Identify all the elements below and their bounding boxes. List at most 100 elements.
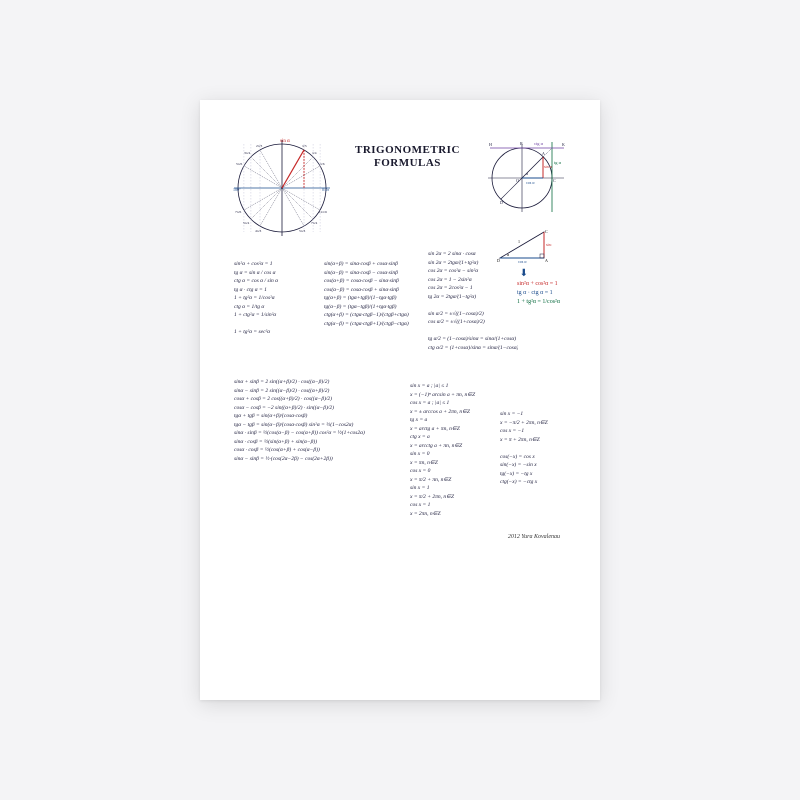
svg-text:5π/4: 5π/4 [243,221,249,225]
formula-line: sinα + sinβ = 2 sin((α+β)/2) · cos((α−β)… [234,378,434,387]
formula-line: cosα − cosβ = −2 sin((α+β)/2) · sin((α−β… [234,404,434,413]
svg-text:K: K [562,142,565,147]
formula-line: x = π + 2πn, n∈Z [500,436,580,445]
svg-text:7π/6: 7π/6 [235,210,241,214]
svg-text:2π/3: 2π/3 [256,144,262,148]
svg-text:3π/4: 3π/4 [244,151,250,155]
formula-line: cos α/2 = ±√((1+cosα)/2) [428,318,518,327]
formula-line: cos x = −1 [500,427,580,436]
formula-line: tgα − tgβ = sin(α−β)/(cosα·cosβ) sin²α =… [234,421,434,430]
svg-text:H: H [489,142,492,147]
identity-2: tg α · ctg α = 1 [517,289,560,298]
formula-line: 1 + tg²α = sec²α [234,328,319,337]
formula-line: cos(α+β) = cosα·cosβ − sinα·sinβ [324,277,424,286]
poster-title: TRIGONOMETRIC FORMULAS [355,144,460,170]
formula-col-1: sin²α + cos²α = 1tg α = sin α / cos αctg… [234,260,319,337]
formula-line: x = π/2 + πn, n∈Z [410,476,510,485]
formula-line: ctg α = 1/tg α [234,303,319,312]
formula-line: tg α/2 = (1−cosα)/sinα = sinα/(1+cosα) [428,335,518,344]
title-line-1: TRIGONOMETRIC [355,144,460,157]
formula-line: cos(−x) = cos x [500,453,580,462]
svg-text:5π/3: 5π/3 [299,229,305,233]
formula-line: cos x = a ; |a| ≤ 1 [410,399,510,408]
formula-line: cos 2α = 1 − 2sin²α [428,276,518,285]
svg-text:ctg α: ctg α [534,141,544,146]
formula-line: 1 + ctg²α = 1/sin²α [234,311,319,320]
formula-line: ctg(α+β) = (ctgα·ctgβ−1)/(ctgβ+ctgα) [324,311,424,320]
formula-line: ctg α/2 = (1+cosα)/sinα = sinα/(1−cosα) [428,344,518,353]
formula-col-3: sin 2α = 2 sinα · cosαsin 2α = 2tgα/(1+t… [428,250,518,352]
svg-text:4π/3: 4π/3 [255,229,261,233]
svg-text:sin α: sin α [544,164,552,169]
formula-line: tg x = a [410,416,510,425]
svg-text:sin α: sin α [546,242,552,247]
formula-line: cosα + cosβ = 2 cos((α+β)/2) · cos((α−β)… [234,395,434,404]
svg-text:C: C [553,178,556,183]
svg-text:A: A [542,151,545,156]
formula-line: tg(−x) = −tg x [500,470,580,479]
title-line-2: FORMULAS [355,157,460,170]
formula-line [428,327,518,336]
svg-text:C: C [545,229,548,234]
formula-line [500,444,580,453]
formula-line: tg 2α = 2tgα/(1−tg²α) [428,293,518,302]
formula-line: sinα · cosβ = ½(sin(α+β) + sin(α−β)) [234,438,434,447]
unit-circle-diagram: sin α 0/2π π 180° π/6 π/4 π/3 2π/3 3π/4 5π/6… [232,138,332,243]
svg-text:tg α: tg α [554,160,562,165]
formula-line: sin(α−β) = sinα·cosβ − cosα·sinβ [324,269,424,278]
formula-block-parity: sin x = −1x = −π/2 + 2πn, n∈Zcos x = −1x… [500,410,580,487]
author-credit: 2012 Yura Kovalenau [508,534,560,540]
formula-line [234,320,319,329]
formula-line: cos 2α = 2cos²α − 1 [428,284,518,293]
formula-line: sinα − sinβ = 2 sin((α−β)/2) · cos((α+β)… [234,387,434,396]
arrow-down-icon: ⬇ [520,268,528,279]
formula-line [428,301,518,310]
formula-line: sin x = −1 [500,410,580,419]
formula-line: ctg x = a [410,433,510,442]
formula-line: x = πn, n∈Z [410,459,510,468]
formula-line: cos x = 1 [410,501,510,510]
formula-line: ctg(α−β) = (ctgα·ctgβ+1)/(ctgβ−ctgα) [324,320,424,329]
svg-text:7π/4: 7π/4 [311,221,317,225]
formula-line: ctg α = cos α / sin α [234,277,319,286]
svg-text:α: α [526,171,528,176]
svg-text:π 180°: π 180° [232,187,241,192]
poster-card: TRIGONOMETRIC FORMULAS [200,100,600,700]
formula-line: x = 2πn, n∈Z [410,510,510,519]
formula-line: sin x = 0 [410,450,510,459]
trig-definition-circle: H B K ctg α tg α sin α cos α O A C D α [486,138,568,221]
formula-line: sin 2α = 2tgα/(1+tg²α) [428,259,518,268]
formula-line: sinα · sinβ = ½(cos(α−β) − cos(α+β)) cos… [234,429,434,438]
formula-block-equations: sin x = a ; |a| ≤ 1x = (−1)ⁿ arcsin a + … [410,382,510,518]
svg-text:5π/6: 5π/6 [236,162,242,166]
formula-line: cos(α−β) = cosα·cosβ + sinα·sinβ [324,286,424,295]
sin-label: sin α [280,139,290,144]
svg-text:π/3: π/3 [302,144,307,148]
formula-line: x = arcctg a + πn, n∈Z [410,442,510,451]
svg-text:D: D [500,200,503,205]
svg-text:cos α: cos α [518,259,526,264]
svg-text:π/6: π/6 [320,162,325,166]
formula-line: x = ± arccos a + 2πn, n∈Z [410,408,510,417]
svg-text:π/4: π/4 [312,151,317,155]
svg-text:1: 1 [518,239,520,244]
formula-line: sin²α + cos²α = 1 [234,260,319,269]
svg-text:11π/6: 11π/6 [319,210,327,214]
formula-line: tg(α+β) = (tgα+tgβ)/(1−tgα·tgβ) [324,294,424,303]
formula-line: sinα − sinβ = ½·(cos(2α−2β) − cos(2α+2β)… [234,455,434,464]
formula-line: tgα + tgβ = sin(α+β)/(cosα·cosβ) [234,412,434,421]
formula-line: cos 2α = cos²α − sin²α [428,267,518,276]
formula-block-sums: sinα + sinβ = 2 sin((α+β)/2) · cos((α−β)… [234,378,434,463]
formula-line: sin 2α = 2 sinα · cosα [428,250,518,259]
formula-line: tg α · ctg α = 1 [234,286,319,295]
formula-line: sin(−x) = −sin x [500,461,580,470]
formula-line: x = −π/2 + 2πn, n∈Z [500,419,580,428]
formula-line: 1 + tg²α = 1/cos²α [234,294,319,303]
svg-text:0/2π: 0/2π [322,187,329,192]
identity-1: sin²α + cos²α = 1 [517,280,560,289]
formula-col-2: sin(α+β) = sinα·cosβ + cosα·sinβsin(α−β)… [324,260,424,328]
formula-line: ctg(−x) = −ctg x [500,478,580,487]
formula-line: x = (−1)ⁿ arcsin a + πn, n∈Z [410,391,510,400]
formula-line: sin x = 1 [410,484,510,493]
formula-line: sin α/2 = ±√((1−cosα)/2) [428,310,518,319]
